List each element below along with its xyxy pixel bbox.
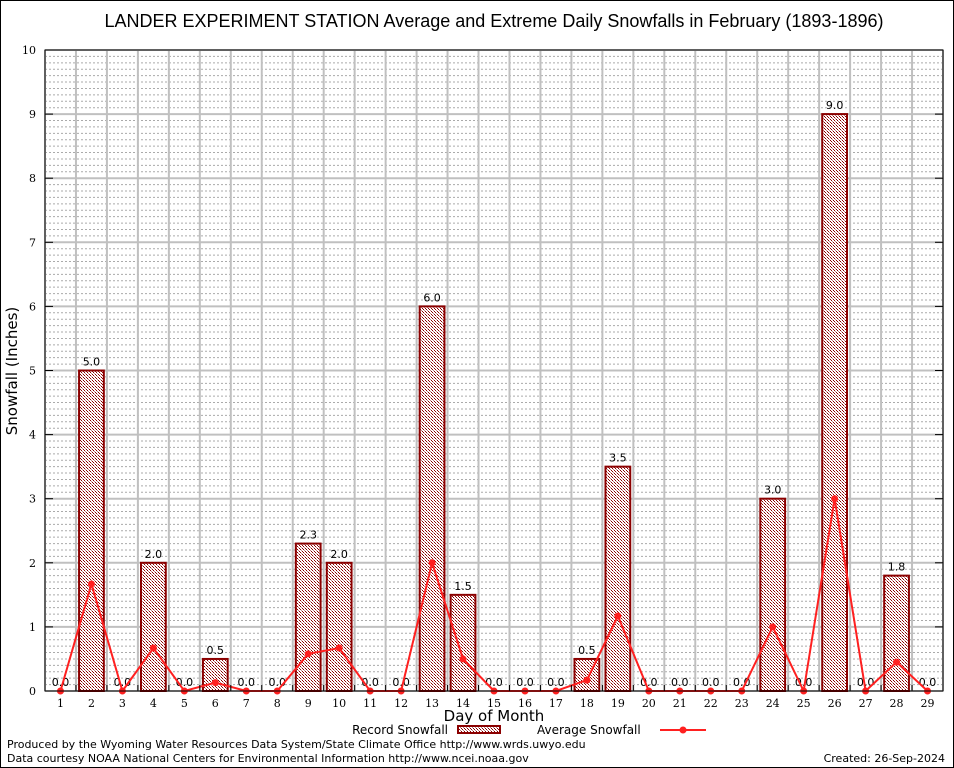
data-label: 0.0 — [516, 676, 534, 689]
average-point — [831, 495, 839, 503]
x-tick-label: 10 — [332, 697, 346, 710]
y-tick-label: 0 — [29, 685, 36, 698]
y-axis-label: Snowfall (Inches) — [3, 307, 21, 435]
x-tick-label: 4 — [150, 697, 157, 710]
x-axis-label: Day of Month — [444, 707, 545, 725]
data-label: 0.0 — [733, 676, 751, 689]
data-label: 2.3 — [299, 529, 317, 542]
average-point — [87, 580, 95, 588]
data-label: 2.0 — [145, 548, 163, 561]
x-tick-label: 7 — [243, 697, 250, 710]
x-tick-label: 26 — [828, 697, 842, 710]
x-tick-label: 5 — [181, 697, 188, 710]
average-point — [304, 650, 312, 658]
bar-record — [78, 369, 105, 692]
average-point — [335, 644, 343, 652]
bar-record — [883, 574, 910, 692]
x-tick-label: 3 — [119, 697, 126, 710]
data-label: 2.0 — [330, 548, 348, 561]
average-point — [583, 676, 591, 684]
footer-data-courtesy: Data courtesy NOAA National Centers for … — [7, 752, 529, 765]
bar-record — [759, 497, 787, 693]
y-tick-label: 3 — [29, 493, 36, 506]
x-tick-label: 25 — [797, 697, 811, 710]
y-tick-label: 1 — [29, 621, 36, 634]
average-point — [459, 655, 467, 663]
x-tick-label: 6 — [212, 697, 219, 710]
data-label: 9.0 — [826, 99, 844, 112]
plot-border — [44, 49, 944, 692]
data-label: 3.5 — [609, 452, 627, 465]
y-tick-label: 7 — [29, 236, 36, 249]
bar-record — [604, 465, 632, 692]
data-label: 0.0 — [485, 676, 503, 689]
data-label: 0.5 — [207, 644, 225, 657]
y-tick-label: 5 — [29, 365, 36, 378]
x-tick-label: 11 — [363, 697, 377, 710]
data-label: 0.0 — [671, 676, 689, 689]
data-label: 0.0 — [919, 676, 937, 689]
average-point — [769, 623, 777, 631]
x-tick-label: 18 — [580, 697, 594, 710]
x-tick-label: 16 — [518, 697, 532, 710]
average-point — [149, 644, 157, 652]
legend: Record Snowfall Average Snowfall — [352, 723, 706, 737]
data-label: 0.0 — [52, 676, 70, 689]
data-label: 0.0 — [238, 676, 256, 689]
x-tick-label: 1 — [57, 697, 64, 710]
y-tick-label: 4 — [29, 429, 36, 442]
x-tick-label: 15 — [487, 697, 501, 710]
bar-record — [449, 593, 477, 692]
legend-swatch-record — [457, 725, 501, 734]
footer-created: Created: 26-Sep-2024 — [824, 752, 945, 765]
y-tick-label: 8 — [29, 172, 36, 185]
data-label: 1.5 — [454, 580, 472, 593]
data-label: 3.0 — [764, 484, 782, 497]
y-tick-label: 10 — [22, 44, 36, 57]
x-tick-label: 19 — [611, 697, 625, 710]
bar-record — [821, 113, 849, 693]
x-tick-label: 8 — [274, 697, 281, 710]
data-label: 0.5 — [578, 644, 596, 657]
x-tick-label: 21 — [673, 697, 687, 710]
x-tick-label: 24 — [766, 697, 780, 710]
data-label: 6.0 — [423, 291, 441, 304]
x-tick-label: 13 — [425, 697, 439, 710]
bar-record — [139, 561, 167, 692]
x-tick-label: 28 — [890, 697, 904, 710]
legend-label-record: Record Snowfall — [352, 723, 448, 737]
average-point — [211, 679, 219, 687]
x-tick-label: 27 — [859, 697, 873, 710]
bar-record — [325, 561, 353, 692]
legend-label-average: Average Snowfall — [537, 723, 641, 737]
chart-title: LANDER EXPERIMENT STATION Average and Ex… — [105, 11, 884, 31]
x-tick-label: 29 — [921, 697, 935, 710]
average-point — [428, 559, 436, 567]
x-tick-label: 20 — [642, 697, 656, 710]
x-tick-label: 2 — [88, 697, 95, 710]
bar-record — [418, 305, 446, 692]
legend-marker-average — [679, 726, 687, 734]
data-label: 0.0 — [795, 676, 813, 689]
data-label: 0.0 — [392, 676, 410, 689]
data-label: 0.0 — [547, 676, 565, 689]
y-tick-label: 6 — [29, 300, 36, 313]
data-label: 0.0 — [702, 676, 720, 689]
x-tick-label: 9 — [305, 697, 312, 710]
average-point — [614, 612, 622, 620]
x-tick-label: 22 — [704, 697, 718, 710]
bar-record — [294, 542, 322, 692]
x-tick-label: 14 — [456, 697, 470, 710]
x-tick-label: 23 — [735, 697, 749, 710]
x-tick-label: 17 — [549, 697, 563, 710]
x-tick-label: 12 — [394, 697, 408, 710]
y-tick-label: 2 — [29, 557, 36, 570]
average-point — [893, 658, 901, 666]
y-tick-label: 9 — [29, 108, 36, 121]
data-label: 1.8 — [888, 561, 906, 574]
data-label: 5.0 — [83, 356, 101, 369]
bar-record — [201, 657, 229, 693]
footer-produced: Produced by the Wyoming Water Resources … — [7, 738, 586, 751]
